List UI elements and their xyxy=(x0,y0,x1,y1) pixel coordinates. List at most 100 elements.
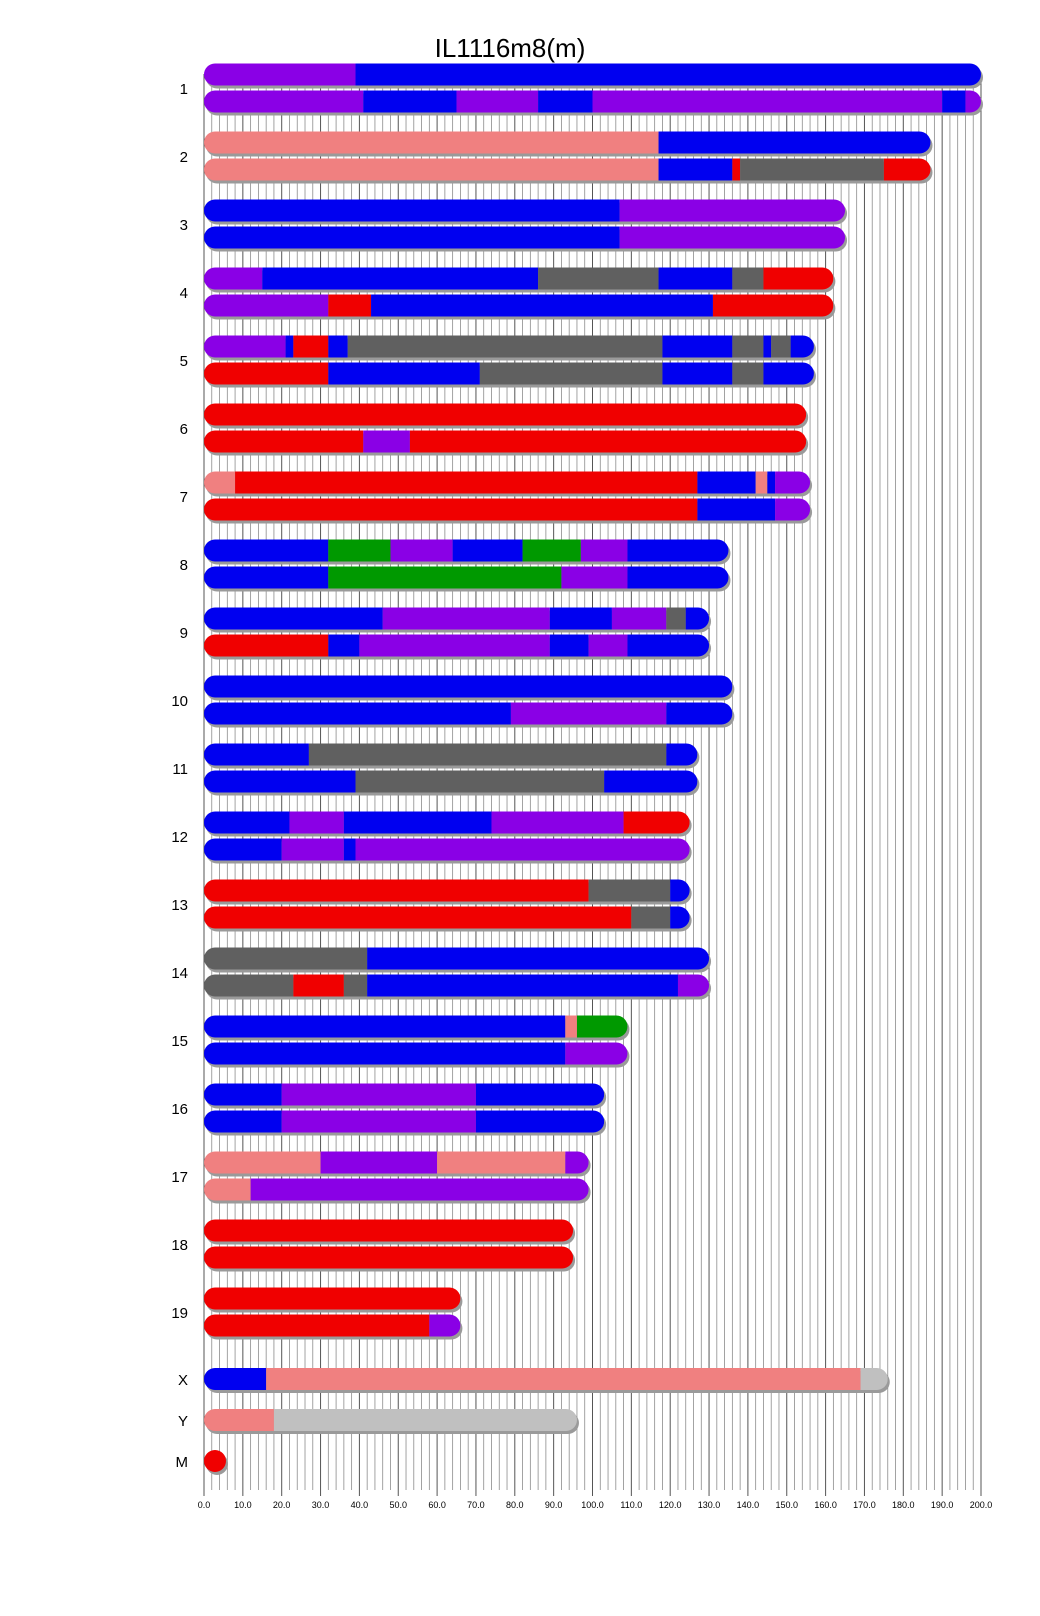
segment xyxy=(429,1314,461,1337)
segment xyxy=(328,362,480,385)
chromosome-bars xyxy=(204,63,983,1475)
segment xyxy=(204,226,620,249)
x-tick-label: 150.0 xyxy=(775,1500,798,1510)
chromosome-track xyxy=(204,702,735,728)
segment xyxy=(204,131,659,154)
segment xyxy=(576,1015,628,1038)
chromosome-label: 16 xyxy=(171,1101,188,1118)
chromosome-track xyxy=(204,199,848,225)
segment xyxy=(363,90,457,113)
segment xyxy=(604,770,698,793)
segment xyxy=(588,879,671,902)
chromosome-track xyxy=(204,1178,591,1204)
segment xyxy=(204,362,329,385)
segment xyxy=(771,335,791,358)
chromosome-track xyxy=(204,539,731,565)
chromosome-label: 4 xyxy=(180,285,188,302)
chromosome-track xyxy=(204,947,712,973)
segment xyxy=(965,90,981,113)
segment xyxy=(677,974,710,997)
segment xyxy=(204,335,286,358)
segment xyxy=(631,906,671,929)
chromosome-track xyxy=(204,974,712,1000)
segment xyxy=(204,498,698,521)
segment xyxy=(666,743,698,766)
chromosome-track xyxy=(204,158,933,184)
chromosome-label: X xyxy=(178,1372,188,1389)
segment xyxy=(658,267,733,290)
segment xyxy=(204,675,733,698)
segment xyxy=(565,1042,628,1065)
segment xyxy=(204,1151,321,1174)
segment xyxy=(204,1042,566,1065)
segment xyxy=(767,471,776,494)
segment xyxy=(204,1368,267,1390)
chart-title: IL1116m8(m) xyxy=(435,33,586,63)
chromosome-track xyxy=(204,1287,463,1313)
segment xyxy=(293,335,329,358)
chromosome-track xyxy=(204,1450,228,1475)
chromosome-track xyxy=(204,63,983,89)
segment xyxy=(273,1409,577,1431)
segment xyxy=(697,498,776,521)
segment xyxy=(456,90,539,113)
segment xyxy=(281,1083,476,1106)
segment xyxy=(790,335,814,358)
segment xyxy=(452,539,523,562)
segment xyxy=(204,770,356,793)
segment xyxy=(561,566,628,589)
segment xyxy=(204,838,282,861)
segment xyxy=(382,607,550,630)
chromosome-label: Y xyxy=(178,1413,188,1430)
segment xyxy=(763,362,814,385)
segment xyxy=(235,471,698,494)
segment xyxy=(367,947,710,970)
segment xyxy=(328,294,372,317)
segment xyxy=(522,539,581,562)
segment xyxy=(204,1015,566,1038)
segment xyxy=(763,335,772,358)
segment xyxy=(538,267,659,290)
segment xyxy=(510,702,667,725)
segment xyxy=(475,1083,605,1106)
segment xyxy=(204,811,290,834)
chromosome-label: 6 xyxy=(180,421,188,438)
segment xyxy=(204,879,589,902)
segment xyxy=(320,1151,438,1174)
segment xyxy=(285,335,294,358)
segment xyxy=(712,294,834,317)
segment xyxy=(666,607,686,630)
segment xyxy=(549,634,589,657)
chromosome-track xyxy=(204,607,712,633)
chromosome-track xyxy=(204,1219,576,1245)
x-tick-label: 180.0 xyxy=(892,1500,915,1510)
x-tick-label: 30.0 xyxy=(312,1500,330,1510)
chromosome-label: 1 xyxy=(180,81,188,98)
chromosome-track xyxy=(204,906,692,932)
segment xyxy=(204,1178,251,1201)
segment xyxy=(204,267,263,290)
segment xyxy=(697,471,756,494)
chromosome-label: 17 xyxy=(171,1169,188,1186)
chromosome-track xyxy=(204,1409,579,1434)
segment xyxy=(355,770,605,793)
segment xyxy=(204,63,356,86)
segment xyxy=(623,811,690,834)
segment xyxy=(670,906,690,929)
x-tick-label: 80.0 xyxy=(506,1500,524,1510)
segment xyxy=(670,879,690,902)
chromosome-track xyxy=(204,838,692,864)
chromosome-label: 11 xyxy=(172,761,188,778)
segment xyxy=(491,811,624,834)
segment xyxy=(204,566,329,589)
chromosome-track xyxy=(204,1314,463,1340)
x-tick-label: 160.0 xyxy=(814,1500,837,1510)
segment xyxy=(204,1409,274,1431)
chromosome-track xyxy=(204,403,809,429)
chromosome-track xyxy=(204,770,700,796)
chromosome-track xyxy=(204,498,813,524)
chromosome-track xyxy=(204,335,816,361)
segment xyxy=(204,90,364,113)
segment xyxy=(538,90,593,113)
